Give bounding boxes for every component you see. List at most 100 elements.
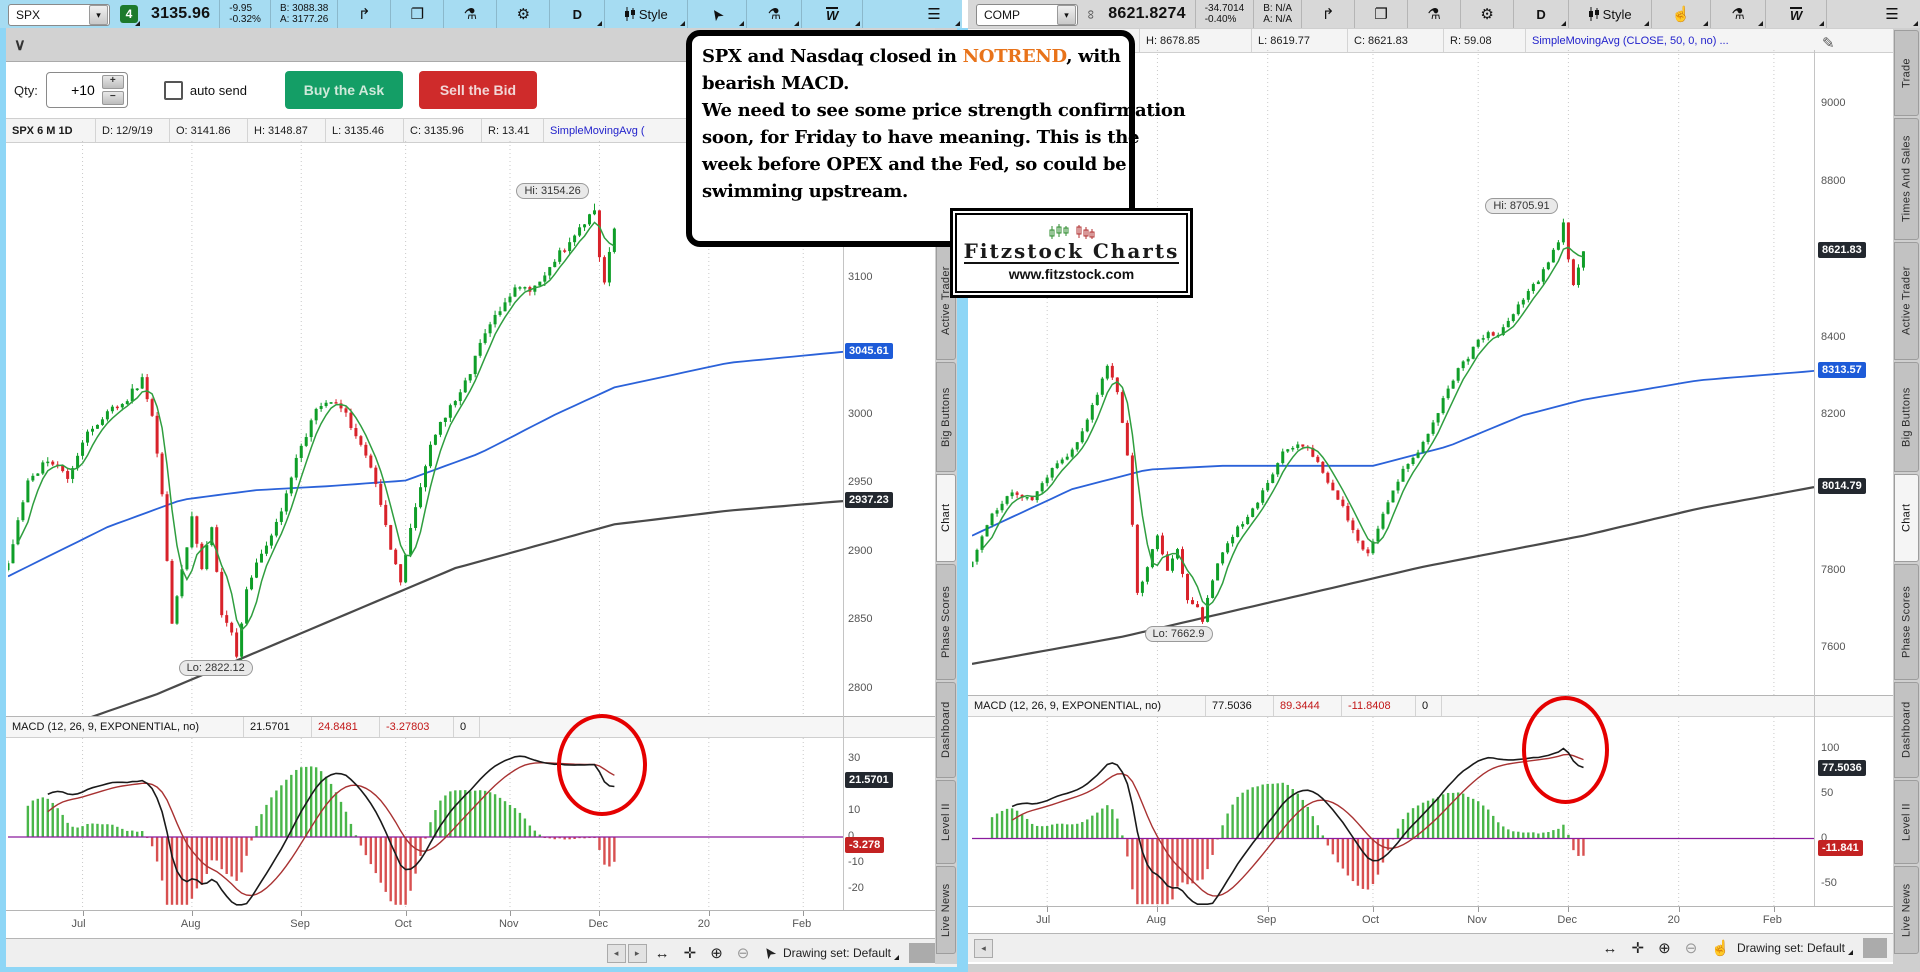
month-tick <box>599 911 601 916</box>
macd-tick-label: 100 <box>1821 741 1840 754</box>
tab-active-trader[interactable]: Active Trader <box>1894 242 1919 360</box>
tab-live-news[interactable]: Live News <box>936 866 956 954</box>
settings-button[interactable]: ⚙ <box>497 0 551 28</box>
red-circle-annotation[interactable] <box>1522 696 1609 804</box>
period-button[interactable]: D <box>1514 0 1570 28</box>
symbol-combo-comp[interactable]: COMP ▾ <box>976 4 1078 26</box>
settings-button[interactable]: ⚙ <box>1461 0 1515 28</box>
legend-indicator[interactable]: SimpleMovingAvg ( <box>550 124 645 137</box>
tab-big-buttons[interactable]: Big Buttons <box>936 362 956 472</box>
tab-live-news[interactable]: Live News <box>1894 866 1919 954</box>
spx-toolbar: SPX ▾ 4 3135.96 -9.95 -0.32% B: 3088.38 A:… <box>0 0 962 28</box>
price-tick-label: 2900 <box>848 544 873 557</box>
symbol-combo-spx[interactable]: SPX ▾ <box>8 4 110 26</box>
legend-close: C: 8621.83 <box>1348 29 1444 52</box>
tab-chart[interactable]: Chart <box>936 474 956 562</box>
indicator-button[interactable]: ⚗ <box>747 0 803 28</box>
month-label: Dec <box>1557 914 1577 926</box>
period-button[interactable]: D <box>550 0 606 28</box>
spx-macd-chart[interactable] <box>8 738 843 910</box>
link-group-badge[interactable]: 4 <box>116 0 142 28</box>
tab-chart[interactable]: Chart <box>1894 474 1919 562</box>
link-chain-button[interactable]: ∞ <box>1084 0 1099 28</box>
scrollbar-thumb[interactable] <box>1863 938 1887 958</box>
zoom-out-icon[interactable]: ⊖ <box>736 945 750 962</box>
month-label: Oct <box>394 918 412 930</box>
spx-price-chart[interactable] <box>8 141 843 716</box>
buy-the-ask-button[interactable]: Buy the Ask <box>284 71 403 109</box>
qty-label: Qty: <box>14 82 38 98</box>
hand-icon[interactable]: ☝ <box>1711 940 1730 957</box>
drawing-tools-button[interactable]: W <box>1766 0 1828 28</box>
zoom-out-icon[interactable]: ⊖ <box>1684 940 1698 957</box>
quantity-stepper[interactable]: +10 + − <box>45 72 128 108</box>
active-panel-border-bottom <box>0 964 968 972</box>
macd-title[interactable]: MACD (12, 26, 9, EXPONENTIAL, no) <box>968 696 1206 716</box>
spx-macd-header: MACD (12, 26, 9, EXPONENTIAL, no) 21.570… <box>6 716 935 738</box>
scroll-left-button[interactable]: ◂ <box>974 938 993 958</box>
qty-decrease-button[interactable]: − <box>101 91 124 105</box>
pen-icon[interactable]: ✎ <box>1822 35 1835 52</box>
notes-button[interactable]: ❐ <box>1355 0 1409 28</box>
legend-indicator[interactable]: SimpleMovingAvg (CLOSE, 50, 0, no) ... <box>1532 34 1729 47</box>
month-label: Oct <box>1361 914 1380 926</box>
menu-button[interactable]: ☰ <box>906 0 962 28</box>
share-button[interactable]: ↱ <box>338 0 392 28</box>
share-button[interactable]: ↱ <box>1302 0 1356 28</box>
tab-dashboard[interactable]: Dashboard <box>936 682 956 778</box>
price-axis-badge: 8621.83 <box>1818 242 1866 259</box>
dropdown-icon[interactable]: ▾ <box>1057 5 1076 25</box>
legend-low: L: 3135.46 <box>326 119 404 142</box>
notes-button[interactable]: ❐ <box>391 0 445 28</box>
style-button[interactable]: Style <box>1569 0 1653 28</box>
expand-bars-icon[interactable]: ↔ <box>654 944 670 962</box>
drawing-set-selector[interactable]: Drawing set: Default <box>1736 941 1845 955</box>
scroll-left-button[interactable]: ◂ <box>606 943 626 963</box>
tab-big-buttons[interactable]: Big Buttons <box>1894 362 1919 472</box>
comp-time-axis <box>968 906 1893 934</box>
flask-icon: ⚗ <box>1731 5 1745 23</box>
macd-title[interactable]: MACD (12, 26, 9, EXPONENTIAL, no) <box>6 717 244 737</box>
comp-price-chart[interactable] <box>972 50 1814 695</box>
sell-the-bid-button[interactable]: Sell the Bid <box>418 71 537 109</box>
zoom-in-icon[interactable]: ⊕ <box>1658 940 1671 957</box>
style-button[interactable]: Style <box>605 0 689 28</box>
drawing-set-selector[interactable]: Drawing set: Default <box>782 946 891 960</box>
red-circle-annotation[interactable] <box>557 714 647 816</box>
expand-bars-icon[interactable]: ↔ <box>1602 939 1618 957</box>
tab-phase-scores[interactable]: Phase Scores <box>1894 564 1919 680</box>
tab-phase-scores[interactable]: Phase Scores <box>936 564 956 680</box>
tab-dashboard[interactable]: Dashboard <box>1894 682 1919 778</box>
pointer-tool-button[interactable]: ➤ <box>688 0 748 28</box>
macd-zero: 0 <box>1416 696 1442 716</box>
crosshair-icon[interactable]: ✛ <box>1631 940 1645 957</box>
drawing-tools-button[interactable]: W <box>802 0 864 28</box>
month-label: 20 <box>697 918 711 930</box>
legend-range: R: 13.41 <box>482 119 544 142</box>
menu-button[interactable]: ☰ <box>1864 0 1920 28</box>
tab-level-ii[interactable]: Level II <box>1894 780 1919 864</box>
indicator-button[interactable]: ⚗ <box>1711 0 1767 28</box>
crosshair-icon[interactable]: ✛ <box>683 945 697 962</box>
cursor-icon[interactable]: ➤ <box>759 942 781 963</box>
symbol-text: SPX <box>16 8 41 22</box>
tab-trade[interactable]: Trade <box>1894 30 1919 116</box>
auto-send-checkbox[interactable] <box>163 80 183 100</box>
month-label: Nov <box>1467 914 1487 926</box>
qty-increase-button[interactable]: + <box>101 75 124 89</box>
scroll-right-button[interactable]: ▸ <box>627 943 647 963</box>
legend-range: R: 59.08 <box>1444 29 1526 52</box>
price-tick-label: 8400 <box>1821 330 1846 343</box>
dropdown-icon[interactable]: ▾ <box>89 5 108 25</box>
legend-high: H: 3148.87 <box>248 119 326 142</box>
scan-button[interactable]: ⚗ <box>444 0 498 28</box>
zoom-in-icon[interactable]: ⊕ <box>710 945 723 962</box>
hand-tool-button[interactable]: ☝ <box>1652 0 1712 28</box>
comp-macd-chart[interactable] <box>972 717 1814 906</box>
tab-times-and-sales[interactable]: Times And Sales <box>1894 118 1919 240</box>
gear-icon: ⚙ <box>516 5 531 23</box>
tab-level-ii[interactable]: Level II <box>936 780 956 864</box>
price-tick-label: 8200 <box>1821 408 1846 421</box>
scan-button[interactable]: ⚗ <box>1408 0 1462 28</box>
